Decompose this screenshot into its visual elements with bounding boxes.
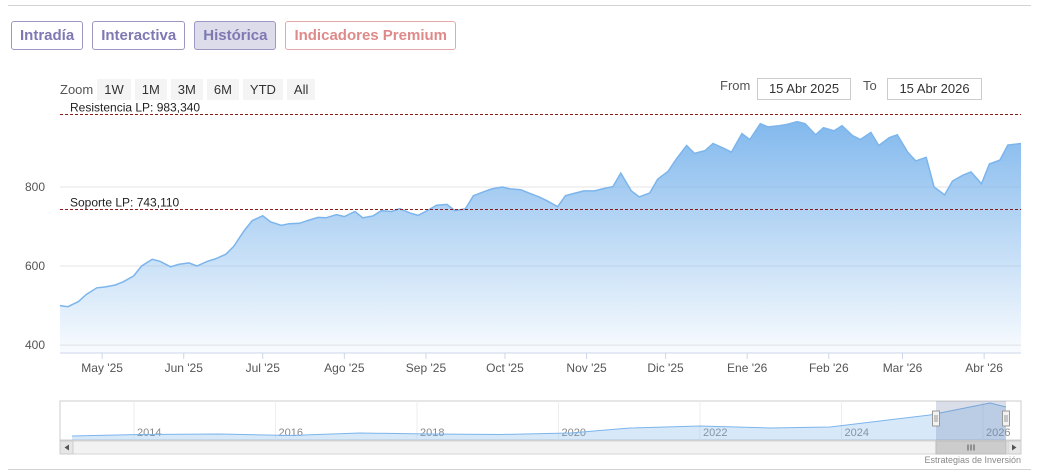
- zoom-toolbar: Zoom 1W 1M 3M 6M YTD All: [60, 79, 319, 100]
- navigator-year-label: 2018: [420, 427, 444, 439]
- series-line: [59, 120, 1022, 308]
- tab-intradia[interactable]: Intradía: [11, 21, 84, 50]
- chart-tabs: Intradía Interactiva Histórica Indicador…: [11, 21, 456, 50]
- scrollbar-track: [59, 440, 1022, 455]
- navigator-year-label: 2022: [703, 427, 727, 439]
- x-tick-label: Ago '25: [324, 361, 365, 375]
- support-label: Soporte LP: 743,110: [70, 195, 180, 209]
- x-tick-label: Ene '26: [727, 361, 768, 375]
- from-date-input[interactable]: 15 Abr 2025: [757, 78, 851, 100]
- x-tick-label: Dic '25: [647, 361, 684, 375]
- series-area: [60, 121, 1021, 353]
- y-tick-label: 800: [25, 180, 45, 194]
- navigator-right-handle[interactable]: [1002, 410, 1010, 427]
- navigator-selection: [936, 401, 1006, 440]
- x-tick-label: Nov '25: [566, 361, 607, 375]
- zoom-6m-button[interactable]: 6M: [206, 79, 239, 100]
- to-label: To: [863, 78, 877, 93]
- handle-body: [932, 410, 940, 427]
- x-tick-label: Oct '25: [486, 361, 524, 375]
- x-tick-label: Sep '25: [406, 361, 447, 375]
- navigator-year-label: 2014: [137, 427, 161, 439]
- x-tick-label: Mar '26: [883, 361, 923, 375]
- x-tick-label: Feb '26: [809, 361, 849, 375]
- navigator-year-label: 2016: [279, 427, 303, 439]
- y-tick-label: 600: [25, 259, 45, 273]
- x-tick-label: Jul '25: [246, 361, 281, 375]
- x-tick-label: Abr '26: [965, 361, 1003, 375]
- to-date-input[interactable]: 15 Abr 2026: [887, 78, 982, 100]
- zoom-all-button[interactable]: All: [286, 79, 316, 100]
- from-label: From: [720, 78, 751, 93]
- navigator-year-label: 2026: [986, 427, 1010, 439]
- bottom-divider: [8, 469, 1031, 470]
- navigator-scrollbar[interactable]: [59, 440, 1022, 455]
- navigator-left-handle[interactable]: [932, 410, 940, 427]
- x-tick-label: Jun '25: [165, 361, 204, 375]
- zoom-3m-button[interactable]: 3M: [170, 79, 203, 100]
- scroll-left-arrow-icon: [64, 444, 69, 451]
- top-divider: [8, 5, 1031, 6]
- tab-interactiva[interactable]: Interactiva: [92, 21, 186, 50]
- zoom-label: Zoom: [60, 82, 94, 97]
- credit-text: Estrategias de Inversión: [924, 455, 1021, 465]
- tab-indicadores-premium[interactable]: Indicadores Premium: [285, 21, 456, 50]
- zoom-1w-button[interactable]: 1W: [97, 79, 131, 100]
- navigator-area: [72, 403, 1006, 440]
- y-tick-label: 400: [25, 338, 45, 352]
- x-tick-label: May '25: [81, 361, 123, 375]
- navigator-year-label: 2024: [845, 427, 869, 439]
- tab-historica[interactable]: Histórica: [194, 21, 277, 50]
- zoom-ytd-button[interactable]: YTD: [242, 79, 283, 100]
- zoom-1m-button[interactable]: 1M: [134, 79, 167, 100]
- handle-body: [1002, 410, 1010, 427]
- resistance-label: Resistencia LP: 983,340: [70, 100, 200, 114]
- scroll-right-arrow-icon: [1012, 444, 1017, 451]
